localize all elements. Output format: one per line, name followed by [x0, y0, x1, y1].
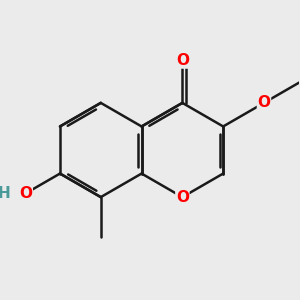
Text: O: O — [176, 53, 189, 68]
Text: O: O — [19, 186, 32, 201]
Text: O: O — [176, 190, 189, 205]
Text: H: H — [0, 186, 11, 201]
Text: O: O — [257, 95, 271, 110]
